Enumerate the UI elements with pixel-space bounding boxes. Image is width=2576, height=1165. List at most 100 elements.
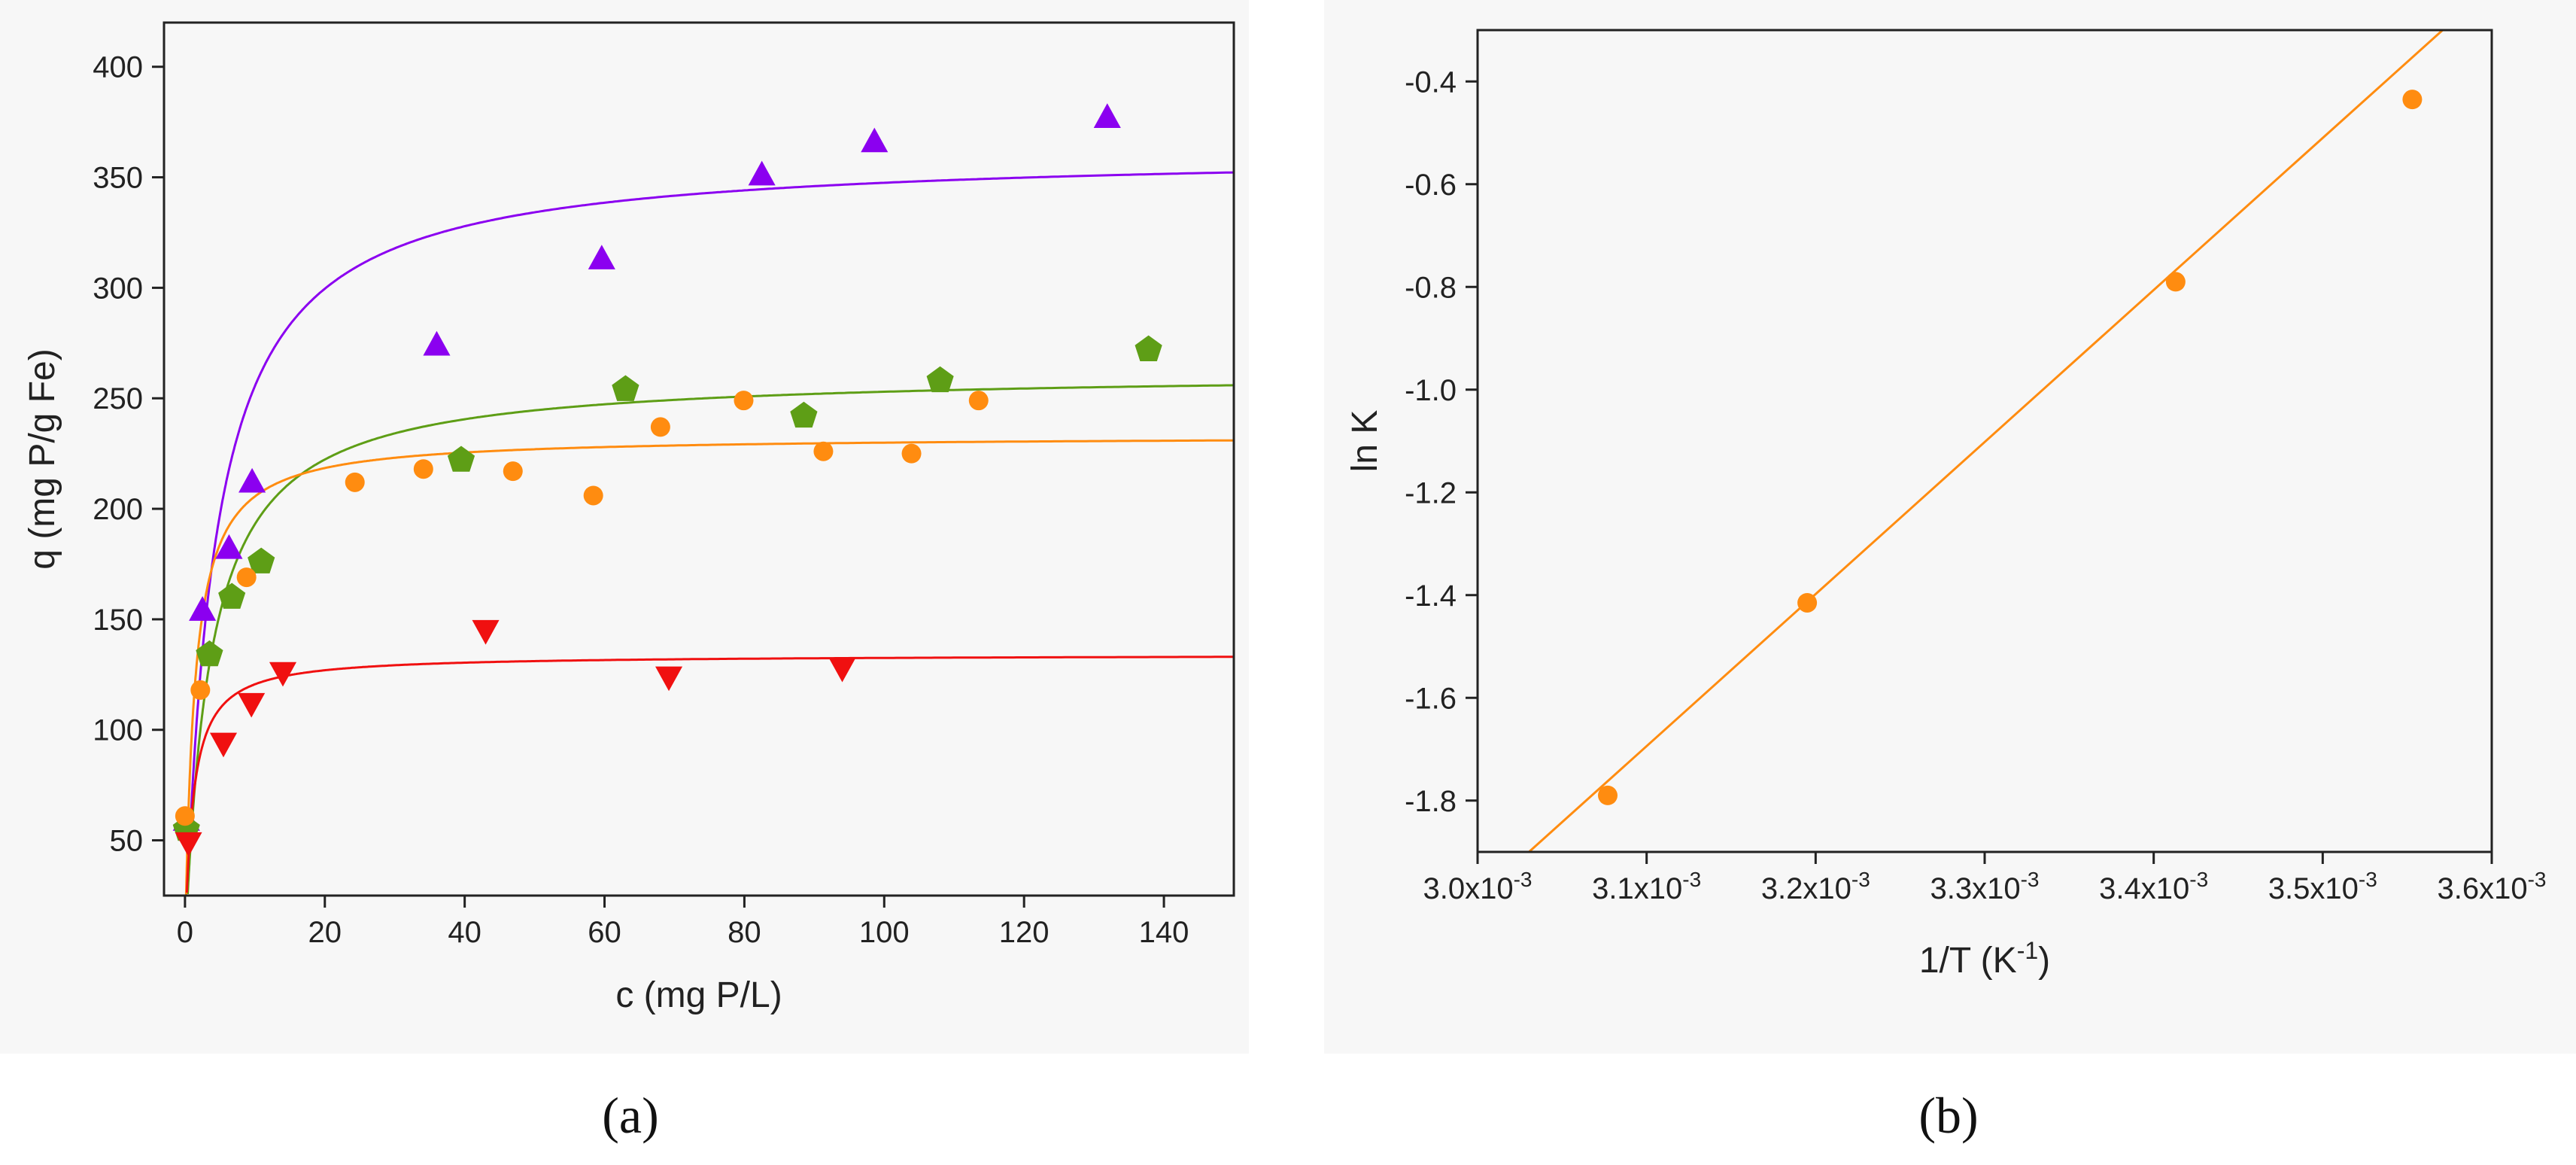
data-point	[748, 160, 776, 186]
x-tick-label-mantissa: 3.0x10	[1423, 872, 1513, 905]
panel-a-x-ticks: 0 20 40 60 80 100 120 140	[177, 896, 1189, 949]
y-tick-label: 200	[93, 493, 143, 526]
panel-b-data-points	[1597, 90, 2423, 805]
data-point	[734, 391, 754, 411]
panel-b-fit-line	[1528, 29, 2444, 853]
panel-b-y-axis-title: ln K	[1345, 410, 1385, 473]
x-tick-label-exponent: -3	[2359, 868, 2377, 891]
data-point	[583, 485, 603, 506]
data-point	[238, 692, 266, 718]
data-point	[238, 467, 266, 493]
x-tick-label-mantissa: 3.4x10	[2099, 872, 2189, 905]
panel-a-plot-frame	[163, 21, 1235, 897]
data-point	[612, 375, 639, 401]
x-tick-label-exponent: -3	[2528, 868, 2547, 891]
fit-curve	[186, 171, 1235, 893]
x-tick-label-mantissa: 3.6x10	[2437, 872, 2527, 905]
data-point	[196, 640, 223, 667]
data-point	[1597, 785, 1618, 805]
y-tick-label: 250	[93, 382, 143, 415]
x-tick-label-exponent: -3	[2189, 868, 2208, 891]
x-tick-label: 3.0x10-3	[1423, 868, 1532, 905]
x-tick-label: 0	[177, 916, 193, 949]
y-tick-label: -1.0	[1405, 374, 1457, 407]
data-point	[218, 582, 246, 609]
data-point	[423, 330, 451, 356]
data-point	[1093, 103, 1121, 128]
x-tick-label-exponent: -3	[1852, 868, 1870, 891]
y-tick-label: 400	[93, 51, 143, 84]
data-point	[503, 461, 523, 482]
x-tick-label-exponent: -3	[1682, 868, 1701, 891]
x-tick-label-mantissa: 3.2x10	[1761, 872, 1852, 905]
y-tick-label: -1.6	[1405, 682, 1457, 715]
y-tick-label: 150	[93, 604, 143, 637]
data-point	[189, 596, 217, 621]
data-point	[175, 806, 195, 826]
data-point	[828, 657, 856, 683]
panel-b-x-axis-title-end: )	[2038, 941, 2050, 981]
data-point	[2402, 90, 2423, 110]
data-point	[190, 680, 211, 700]
panel-b-x-axis-title: 1/T (K-1)	[1919, 937, 2050, 981]
data-point	[1135, 335, 1162, 361]
y-tick-label: 350	[93, 162, 143, 195]
y-tick-label: 300	[93, 272, 143, 305]
x-tick-label-mantissa: 3.3x10	[1930, 872, 2020, 905]
data-point	[248, 547, 275, 573]
panel-a-label: (a)	[602, 1087, 658, 1144]
data-point	[236, 567, 257, 588]
data-point	[472, 619, 500, 645]
x-tick-label-exponent: -3	[1514, 868, 1533, 891]
data-point	[269, 662, 297, 687]
x-tick-label: 60	[588, 916, 621, 949]
data-point	[209, 732, 238, 758]
x-tick-label-exponent: -3	[2021, 868, 2040, 891]
data-point	[447, 446, 475, 472]
panel-b-background	[1324, 0, 2576, 1054]
x-tick-label: 3.5x10-3	[2268, 868, 2377, 905]
x-tick-label: 3.3x10-3	[1930, 868, 2039, 905]
x-tick-label: 80	[728, 916, 761, 949]
panel-a-y-axis-title: q (mg P/g Fe)	[23, 348, 62, 569]
x-tick-label: 3.6x10-3	[2437, 868, 2546, 905]
panel-a-background	[0, 0, 1249, 1054]
x-tick-label: 3.1x10-3	[1592, 868, 1701, 905]
panel-a-data-points	[172, 103, 1162, 857]
data-point	[2165, 272, 2186, 292]
panel-a-y-ticks: 50 100 150 200 250 300 350 400	[93, 51, 164, 858]
data-point	[790, 401, 818, 428]
data-point	[968, 391, 989, 411]
panel-b-x-axis-title-superscript: -1	[2017, 937, 2038, 964]
fit-curve	[185, 656, 1234, 893]
data-point	[926, 366, 954, 393]
x-tick-label: 20	[308, 916, 342, 949]
data-point	[413, 459, 433, 479]
panel-b-chart: 3.0x10-3 3.1x10-3 3.2x10-3 3.3x10-3 3.4x10-3…	[1324, 0, 2576, 1054]
x-tick-label: 120	[999, 916, 1050, 949]
x-tick-label: 40	[448, 916, 481, 949]
panel-b-x-ticks: 3.0x10-3 3.1x10-3 3.2x10-3 3.3x10-3 3.4x10-3…	[1423, 852, 2547, 905]
y-tick-label: -1.4	[1405, 579, 1457, 613]
panel-a-x-axis-title: c (mg P/L)	[615, 975, 782, 1015]
y-tick-label: -1.8	[1405, 785, 1457, 818]
y-tick-label: -0.6	[1405, 169, 1457, 202]
panel-b-y-ticks: -0.4 -0.6 -0.8 -1.0 -1.2 -1.4 -1.6 -1.8	[1405, 65, 1478, 818]
data-point	[1797, 592, 1818, 613]
data-point	[650, 417, 670, 437]
x-tick-label-mantissa: 3.5x10	[2268, 872, 2359, 905]
panel-b-label: (b)	[1918, 1087, 1978, 1144]
data-point	[345, 472, 365, 492]
x-tick-label: 3.4x10-3	[2099, 868, 2208, 905]
x-tick-label: 100	[859, 916, 910, 949]
x-tick-label: 140	[1139, 916, 1189, 949]
data-point	[901, 443, 922, 464]
fit-curve	[184, 439, 1234, 895]
data-point	[813, 441, 834, 461]
x-tick-label-mantissa: 3.1x10	[1592, 872, 1682, 905]
y-tick-label: -0.4	[1405, 65, 1457, 99]
panel-b-x-axis-title-main: 1/T (K	[1919, 941, 2017, 981]
y-tick-label: 50	[110, 825, 144, 858]
data-point	[861, 127, 889, 153]
